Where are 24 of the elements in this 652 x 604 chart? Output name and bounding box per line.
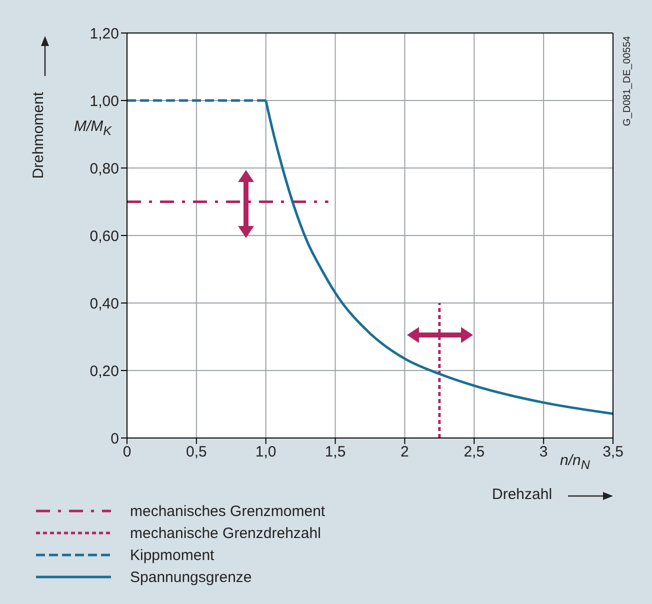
x-tick-label: 0,5	[186, 444, 207, 461]
y-tick-label: 1,00	[90, 92, 119, 110]
legend-label: mechanisches Grenzmoment	[130, 502, 326, 520]
y-tick-label: 0,80	[90, 160, 119, 178]
x-axis-title: Drehzahl	[492, 486, 552, 503]
x-tick-label: 0	[122, 444, 132, 461]
x-tick-label: 3,5	[602, 444, 624, 461]
y-tick-label: 0	[110, 430, 119, 448]
x-tick-label: 2	[400, 444, 409, 461]
y-tick-label: 0,40	[90, 295, 119, 312]
text: M/M$_{K}$	[74, 118, 112, 138]
legend-label: mechanische Grenzdrehzahl	[130, 524, 321, 542]
text: n/n$_{N}$	[560, 452, 590, 472]
x-tick-label: 2,5	[464, 444, 485, 461]
x-tick-label: 1,0	[255, 444, 276, 461]
legend-label: Spannungsgrenze	[130, 568, 252, 586]
text: G_D081_DE_00554	[622, 36, 633, 126]
x-tick-label: 1,5	[324, 444, 346, 461]
y-tick-label: 1,20	[90, 25, 119, 42]
legend-label: Kippmoment	[130, 546, 214, 564]
y-axis-title: Drehmoment	[30, 92, 47, 179]
y-tick-label: 0,20	[90, 362, 119, 380]
y-tick-label: 0,60	[90, 228, 119, 245]
x-tick-label: 3	[539, 444, 548, 461]
